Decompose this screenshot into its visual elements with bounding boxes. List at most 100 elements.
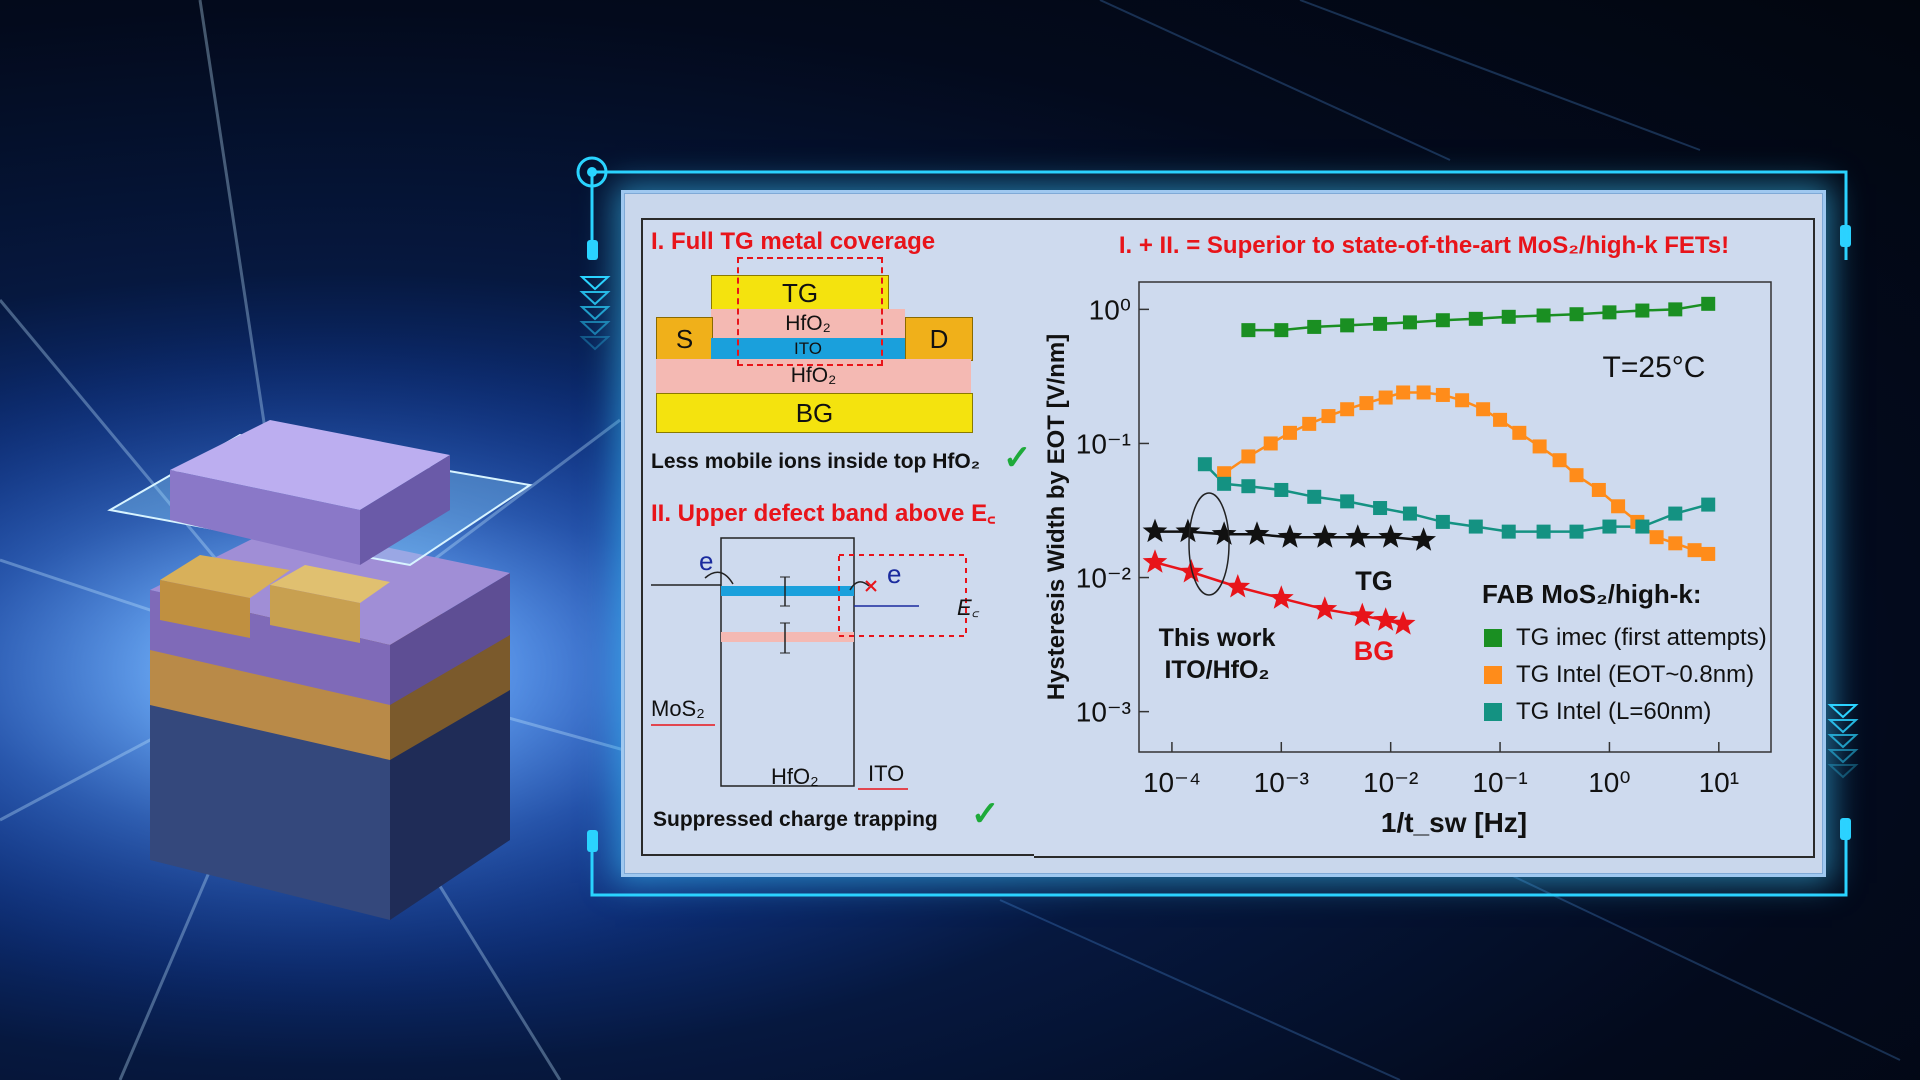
data-point-square [1687, 543, 1702, 558]
data-point-star [1390, 611, 1416, 635]
y-tick-label: 10⁰ [1089, 294, 1131, 325]
data-point-star [1142, 549, 1168, 573]
data-point-square [1468, 311, 1483, 326]
ito-hfo2-annotation: ITO/HfO₂ [1164, 656, 1269, 684]
data-point-square [1536, 308, 1551, 323]
data-point-star [1277, 524, 1303, 548]
data-point-square [1668, 536, 1683, 551]
data-point-star [1225, 574, 1251, 598]
bg-annotation: BG [1354, 636, 1395, 666]
data-point-square [1416, 385, 1431, 400]
panel-defect-band: II. Upper defect band above E꜀ e e E꜀ Mo… [641, 486, 1038, 856]
data-point-square [1468, 519, 1483, 534]
data-point-square [1635, 519, 1650, 534]
data-point-square [1396, 385, 1411, 400]
x-tick-label: 10⁰ [1588, 767, 1630, 798]
data-point-square [1532, 439, 1547, 454]
panel1-title: I. Full TG metal coverage [651, 228, 936, 255]
hfo2-label: HfO₂ [771, 764, 819, 789]
data-point-star [1349, 602, 1375, 627]
data-point-star [1312, 596, 1338, 620]
data-point-square [1649, 530, 1664, 545]
x-axis-label: 1/t_sw [Hz] [1381, 807, 1527, 838]
electron-right-label: e [887, 559, 902, 589]
data-point-star [1378, 524, 1403, 548]
s-contact: S [656, 317, 713, 361]
data-point-square [1402, 315, 1417, 330]
data-point-star [1142, 518, 1168, 543]
data-point-square [1340, 402, 1355, 417]
data-point-square [1569, 468, 1584, 483]
data-point-star [1312, 524, 1338, 548]
check-icon-1: ✓ [1003, 439, 1032, 477]
hfo-top-layer: HfO₂ [711, 309, 905, 338]
band-diagram [651, 537, 967, 790]
data-point-square [1274, 323, 1289, 338]
ito-layer: ITO [711, 338, 905, 359]
data-point-square [1321, 409, 1336, 424]
y-axis-label: Hysteresis Width by EOT [V/nm] [1043, 334, 1070, 701]
y-tick-label: 10⁻³ [1076, 697, 1131, 728]
y-tick-label: 10⁻² [1076, 563, 1131, 594]
legend-label: TG Intel (EOT~0.8nm) [1516, 661, 1754, 688]
data-point-square [1274, 482, 1289, 497]
data-point-square [1701, 296, 1716, 311]
device-stack-illustration [107, 420, 533, 920]
data-point-square [1455, 393, 1470, 408]
legend-swatch [1484, 629, 1502, 647]
data-point-square [1668, 302, 1683, 317]
x-tick-label: 10⁻³ [1254, 767, 1309, 798]
data-point-star [1411, 527, 1436, 551]
x-tick-label: 10⁻¹ [1472, 767, 1527, 798]
data-point-star [1345, 524, 1371, 548]
data-point-square [1536, 524, 1551, 539]
legend-swatch [1484, 703, 1502, 721]
hysteresis-chart: I. + II. = Superior to state-of-the-art … [1043, 232, 1772, 838]
data-point-square [1569, 307, 1584, 322]
data-point-square [1197, 457, 1212, 472]
data-point-square [1340, 318, 1355, 333]
data-point-square [1359, 396, 1374, 411]
data-point-square [1635, 303, 1650, 318]
data-point-square [1241, 479, 1256, 494]
panel2-title: II. Upper defect band above E꜀ [651, 500, 996, 527]
data-point-square [1701, 497, 1716, 512]
ito-label: ITO [868, 761, 905, 786]
legend-swatch [1484, 666, 1502, 684]
legend-label: TG Intel (L=60nm) [1516, 698, 1711, 725]
bg-layer: BG [656, 393, 973, 433]
data-point-square [1378, 390, 1393, 405]
tg-coverage-dashed-box [737, 257, 883, 366]
ec-label: E꜀ [957, 595, 980, 620]
data-point-star [1175, 518, 1201, 543]
this-work-annotation: This work [1159, 624, 1276, 652]
data-point-square [1402, 506, 1417, 521]
data-point-square [1373, 316, 1388, 331]
mos2-label: MoS₂ [651, 696, 705, 721]
d-contact: D [905, 317, 973, 361]
tg-annotation: TG [1355, 566, 1393, 596]
data-point-square [1435, 387, 1450, 402]
data-point-square [1668, 506, 1683, 521]
x-tick-label: 10⁻² [1363, 767, 1418, 798]
data-point-square [1602, 305, 1617, 320]
data-point-square [1217, 466, 1232, 481]
data-point-square [1512, 425, 1527, 440]
check-icon-2: ✓ [971, 795, 1000, 833]
x-tick-label: 10⁻⁴ [1143, 767, 1201, 798]
data-point-square [1282, 425, 1297, 440]
data-point-square [1307, 489, 1322, 504]
data-point-square [1569, 524, 1584, 539]
data-point-square [1302, 416, 1317, 431]
data-point-square [1552, 453, 1567, 468]
legend: TG imec (first attempts) TG Intel (EOT~0.… [1484, 624, 1767, 725]
data-point-square [1217, 476, 1232, 491]
legend-label: TG imec (first attempts) [1516, 624, 1767, 651]
temperature-annotation: T=25°C [1603, 351, 1706, 384]
panel-full-tg-coverage: I. Full TG metal coverage TG HfO₂ S D IT… [641, 218, 1038, 490]
figure-panel: I. Full TG metal coverage TG HfO₂ S D IT… [621, 190, 1826, 877]
data-point-square [1493, 412, 1508, 427]
data-point-star [1244, 521, 1270, 545]
data-point-square [1340, 494, 1355, 509]
